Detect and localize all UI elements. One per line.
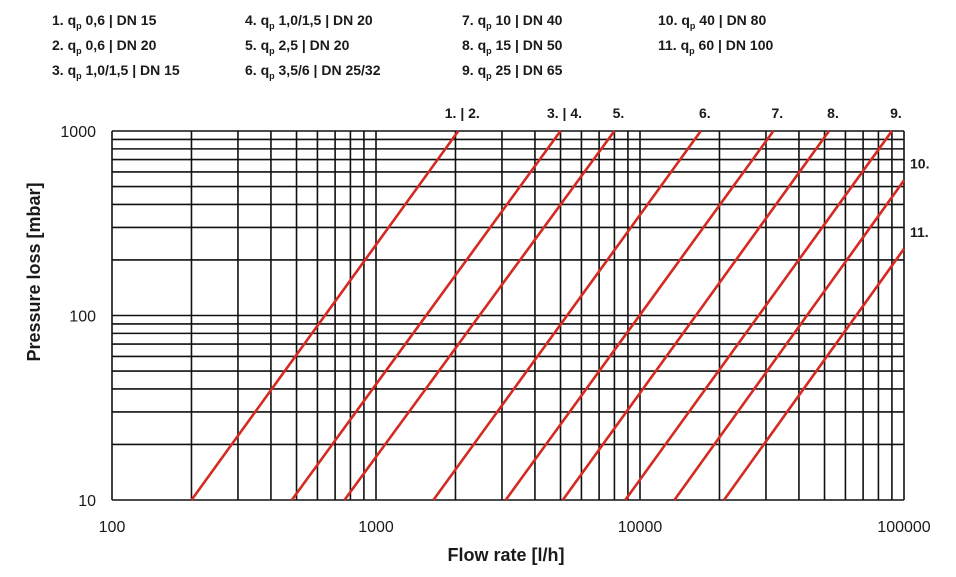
legend-entry-7: 7. qp 10 | DN 40	[462, 12, 563, 31]
series-line-1	[190, 130, 460, 501]
y-tick-label: 1000	[60, 124, 96, 141]
curve-label-6: 8.	[827, 105, 839, 121]
legend-entry-3: 3. qp 1,0/1,5 | DN 15	[52, 62, 180, 81]
curve-label-4: 6.	[699, 105, 711, 121]
x-axis-label: Flow rate [l/h]	[448, 545, 565, 565]
legend-entry-6: 6. qp 3,5/6 | DN 25/32	[245, 62, 381, 81]
legend-entry-8: 8. qp 15 | DN 50	[462, 37, 563, 56]
curve-label-3: 5.	[613, 105, 625, 121]
series-line-4	[432, 130, 702, 501]
curve-labels: 1. | 2. 3. | 4. 5. 6. 7. 8. 9. 10. 11.	[445, 105, 930, 240]
curve-label-5: 7.	[772, 105, 784, 121]
curve-label-1: 1. | 2.	[445, 105, 480, 121]
series-line-5	[504, 130, 775, 501]
x-tick-label: 10000	[618, 519, 663, 536]
y-tick-label: 10	[78, 493, 96, 510]
legend-entry-5: 5. qp 2,5 | DN 20	[245, 37, 350, 56]
y-tick-label: 100	[69, 309, 96, 326]
legend-entry-4: 4. qp 1,0/1,5 | DN 20	[245, 12, 373, 31]
legend: 1. qp 0,6 | DN 15 2. qp 0,6 | DN 20 3. qp …	[52, 12, 773, 81]
y-axis-label: Pressure loss [mbar]	[24, 182, 44, 361]
curve-label-9: 11.	[910, 224, 929, 240]
series-line-6	[561, 130, 831, 501]
series-line-3	[343, 130, 616, 501]
series-line-7	[624, 130, 893, 501]
legend-entry-2: 2. qp 0,6 | DN 20	[52, 37, 157, 56]
curve-label-8: 10.	[910, 155, 929, 171]
curve-label-2: 3. | 4.	[547, 105, 582, 121]
series-line-8	[673, 179, 906, 501]
x-tick-label: 100	[99, 519, 126, 536]
series-line-2	[290, 130, 562, 501]
legend-entry-11: 11. qp 60 | DN 100	[658, 37, 773, 56]
legend-entry-1: 1. qp 0,6 | DN 15	[52, 12, 157, 31]
series-lines	[190, 130, 906, 501]
series-line-9	[722, 248, 906, 501]
curve-label-7: 9.	[890, 105, 902, 121]
x-tick-label: 100000	[877, 519, 930, 536]
x-tick-label: 1000	[358, 519, 394, 536]
legend-entry-9: 9. qp 25 | DN 65	[462, 62, 563, 81]
legend-entry-10: 10. qp 40 | DN 80	[658, 12, 766, 31]
